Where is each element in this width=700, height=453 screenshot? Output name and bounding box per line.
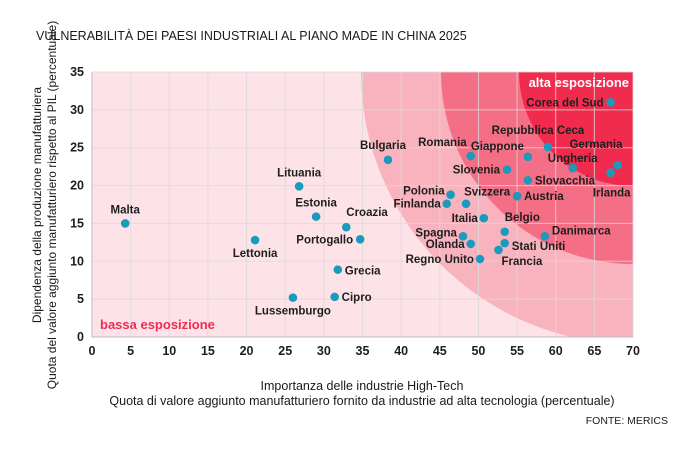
y-tick-label: 30: [70, 103, 84, 117]
data-point: [294, 182, 304, 191]
point-label: Danimarca: [552, 225, 611, 237]
x-tick-label: 55: [510, 344, 524, 358]
point-label: Grecia: [345, 266, 381, 278]
x-tick-label: 20: [240, 344, 254, 358]
zone-high: [519, 72, 633, 186]
data-point: [355, 235, 365, 244]
data-point: [288, 293, 298, 302]
x-tick-label: 40: [394, 344, 408, 358]
point-label: Austria: [524, 191, 564, 203]
y-tick-label: 35: [70, 65, 84, 79]
point-label: Belgio: [505, 212, 540, 224]
point-label: Lussemburgo: [255, 306, 331, 318]
data-point: [500, 227, 510, 237]
x-axis-label-2: Quota di valore aggiunto manufatturiero …: [109, 394, 614, 408]
x-tick-label: 45: [433, 344, 447, 358]
point-label: Regno Unito: [406, 254, 474, 266]
data-point: [250, 235, 260, 245]
y-axis-label-1: Dipendenza della produzione manufatturie…: [30, 87, 44, 323]
data-point: [461, 199, 471, 209]
data-point: [479, 213, 489, 223]
low-exposure-annotation: bassa esposizione: [100, 317, 215, 332]
point-label: Germania: [569, 139, 623, 151]
data-point: [606, 168, 615, 177]
point-label: Croazia: [346, 207, 388, 219]
y-tick-label: 25: [70, 141, 84, 155]
data-point: [494, 245, 503, 255]
data-point: [466, 151, 476, 161]
point-label: Repubblica Ceca: [492, 125, 585, 137]
point-label: Polonia: [403, 186, 445, 198]
point-label: Malta: [111, 204, 141, 216]
y-tick-label: 0: [77, 330, 84, 344]
data-point: [613, 160, 622, 170]
point-label: Bulgaria: [360, 140, 407, 152]
x-tick-label: 65: [587, 344, 601, 358]
point-label: Svizzera: [464, 187, 511, 199]
data-point: [606, 97, 615, 107]
x-tick-label: 70: [626, 344, 640, 358]
data-point: [458, 232, 468, 241]
x-tick-label: 30: [317, 344, 331, 358]
y-axis-label-2: Quota del valore aggiunto manufatturiero…: [45, 21, 59, 389]
data-point: [333, 265, 343, 274]
data-point: [523, 175, 533, 185]
exposure-zones: [361, 72, 633, 337]
point-label: Giappone: [471, 141, 524, 153]
data-point: [540, 232, 550, 241]
x-tick-label: 25: [278, 344, 292, 358]
data-point: [502, 165, 512, 174]
point-label: Lettonia: [233, 248, 278, 260]
data-point: [523, 152, 533, 162]
point-label: Cipro: [342, 292, 372, 304]
point-label: Romania: [418, 137, 467, 149]
point-label: Portogallo: [296, 234, 353, 246]
data-point: [512, 191, 522, 201]
point-label: Slovacchia: [535, 175, 596, 187]
data-point: [475, 254, 485, 264]
x-tick-label: 50: [471, 344, 485, 358]
source-note: FONTE: MERICS: [586, 415, 668, 427]
point-label: Stati Uniti: [512, 241, 566, 253]
x-tick-label: 5: [127, 344, 134, 358]
data-point: [568, 163, 578, 173]
data-point: [383, 155, 393, 165]
x-tick-label: 10: [162, 344, 176, 358]
point-label: Finlanda: [393, 199, 441, 211]
chart-title: VULNERABILITÀ DEI PAESI INDUSTRIALI AL P…: [36, 28, 467, 43]
point-label: Italia: [452, 213, 479, 225]
point-label: Corea del Sud: [526, 97, 603, 109]
data-point: [500, 238, 510, 248]
plot-area: 0 5 10 15 20 25 30 35 40 45 50 55 60 65 70 0 5 10 15 20 25 30…: [70, 65, 640, 358]
y-tick-label: 5: [77, 292, 84, 306]
point-label: Olanda: [426, 239, 466, 251]
data-point: [311, 212, 321, 221]
data-point: [466, 239, 476, 249]
point-label: Irlanda: [593, 188, 631, 200]
data-point: [341, 222, 351, 232]
data-point: [446, 190, 455, 199]
data-point: [120, 219, 130, 228]
y-tick-label: 15: [70, 216, 84, 230]
x-tick-label: 35: [356, 344, 370, 358]
data-point: [330, 292, 339, 302]
point-label: Francia: [502, 256, 544, 268]
data-point: [543, 142, 553, 152]
point-label: Spagna: [415, 227, 457, 239]
y-tick-label: 10: [70, 254, 84, 268]
point-label: Slovenia: [453, 165, 501, 177]
x-tick-label: 60: [549, 344, 563, 358]
x-axis-label-1: Importanza delle industrie High-Tech: [261, 379, 464, 393]
x-tick-label: 15: [201, 344, 215, 358]
data-point: [442, 199, 452, 209]
high-exposure-annotation: alta esposizione: [529, 75, 629, 90]
y-tick-label: 20: [70, 179, 84, 193]
x-tick-label: 0: [89, 344, 96, 358]
point-label: Lituania: [277, 167, 322, 179]
point-label: Estonia: [295, 198, 337, 210]
point-label: Ungheria: [548, 153, 598, 165]
